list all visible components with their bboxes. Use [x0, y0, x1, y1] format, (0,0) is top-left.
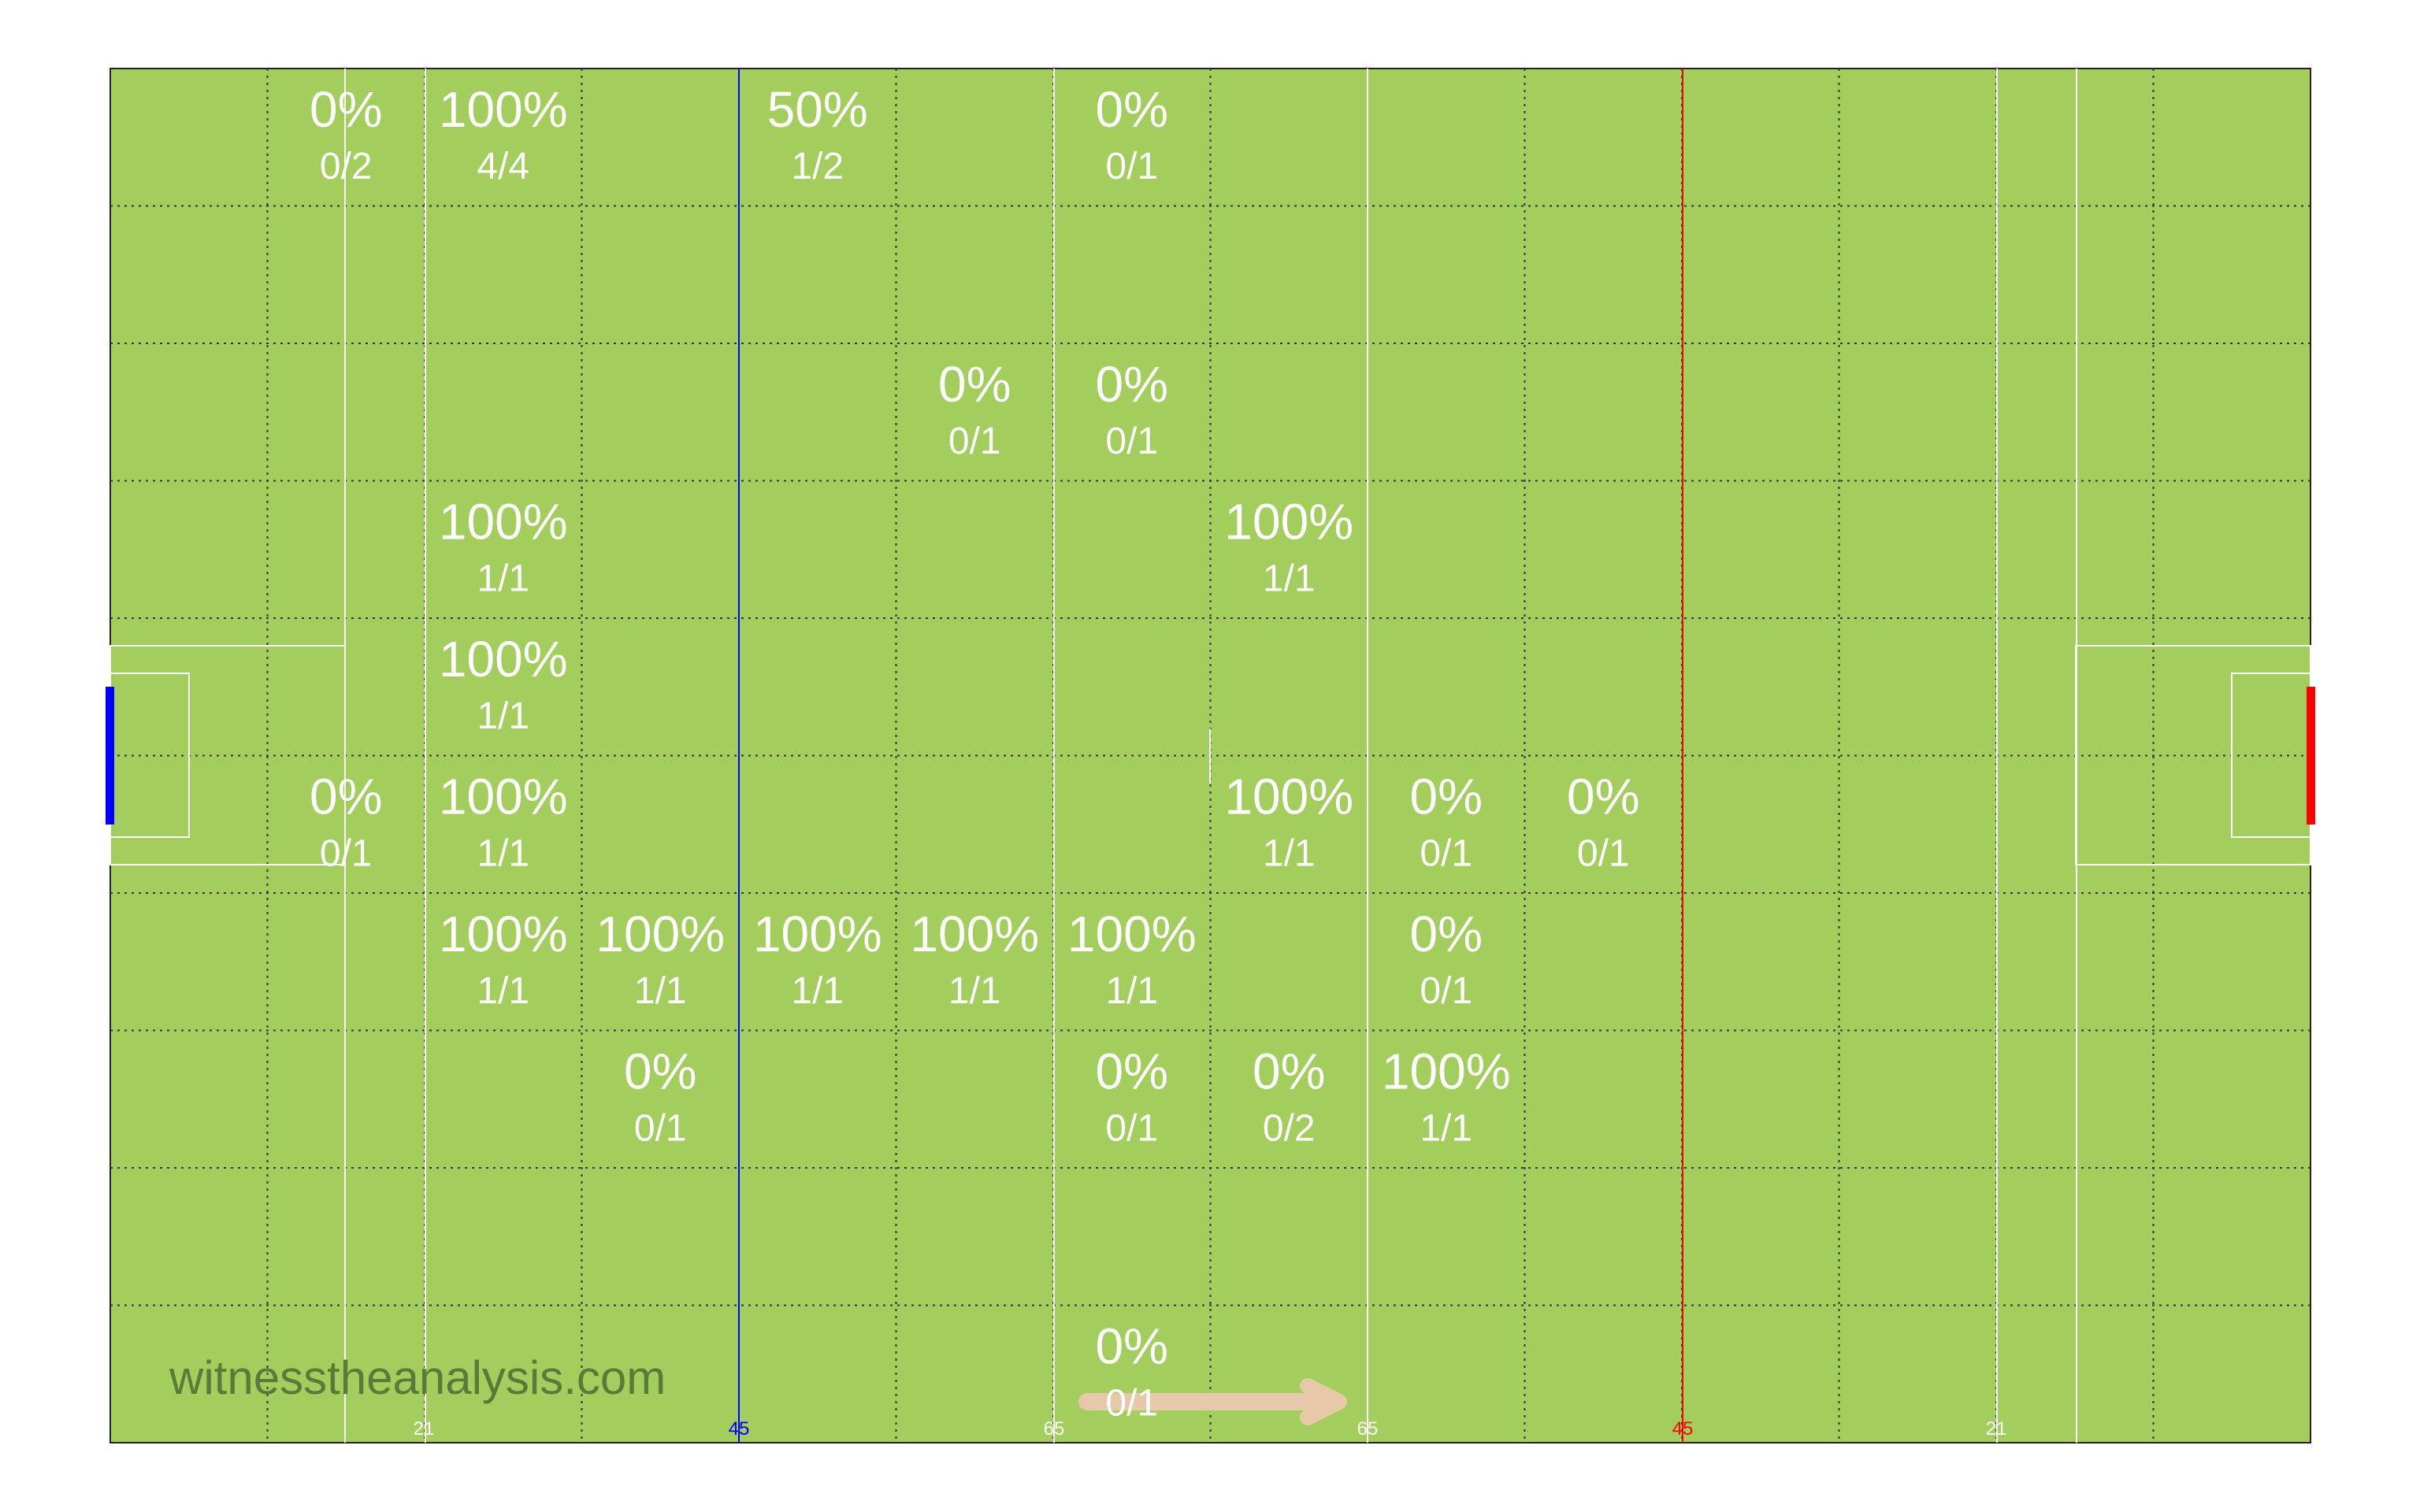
zone-percent-label: 0% — [310, 769, 383, 825]
zone-percent-label: 100% — [439, 494, 568, 550]
zone-fraction-label: 0/1 — [948, 421, 1001, 462]
zone-fraction-label: 1/1 — [477, 970, 529, 1012]
zone-percent-label: 0% — [624, 1043, 697, 1100]
arrow-head — [1300, 1378, 1347, 1425]
zone-fraction-label: 0/2 — [1263, 1108, 1316, 1150]
zone-fraction-label: 1/1 — [634, 970, 687, 1012]
line-tick-label: 65 — [1044, 1418, 1065, 1440]
zone-fraction-label: 1/1 — [477, 833, 529, 875]
zone-fraction-label: 1/1 — [1105, 970, 1158, 1012]
zone-fraction-label: 0/1 — [1420, 833, 1472, 875]
zone-fraction-label: 0/1 — [320, 833, 373, 875]
zone-fraction-label: 0/1 — [1105, 146, 1158, 187]
zone-fraction-label: 1/1 — [1263, 558, 1316, 600]
zone-percent-label: 100% — [439, 906, 568, 962]
zone-percent-label: 100% — [439, 631, 568, 687]
zone-fraction-label: 0/1 — [634, 1108, 687, 1150]
zone-fraction-label: 0/2 — [320, 146, 373, 187]
zone-labels: 0% 0/2 100% 4/4 50% 1/2 0% 0/1 0% 0/1 0% 0/1 100% 1/1… — [310, 81, 1640, 1425]
zone-percent-label: 0% — [1253, 1043, 1326, 1100]
zone-percent-label: 0% — [1096, 81, 1169, 138]
direction-arrow-icon — [1078, 1378, 1347, 1425]
zone-fraction-label: 1/1 — [477, 558, 529, 600]
zone-fraction-label: 1/2 — [791, 146, 844, 187]
zone-percent-label: 100% — [1224, 494, 1353, 550]
zone-fraction-label: 0/1 — [1577, 833, 1630, 875]
line-tick-label: 65 — [1357, 1418, 1379, 1440]
zone-percent-label: 100% — [1382, 1043, 1511, 1100]
zone-fraction-label: 0/1 — [1105, 1383, 1158, 1425]
zone-fraction-label: 1/1 — [791, 970, 844, 1012]
pitch-markings — [106, 69, 2315, 1443]
zone-percent-label: 100% — [1067, 906, 1197, 962]
zone-percent-label: 50% — [767, 81, 868, 138]
left-goal — [106, 687, 114, 825]
zone-percent-label: 0% — [1096, 1043, 1169, 1100]
zone-percent-label: 0% — [1410, 769, 1483, 825]
zone-percent-label: 100% — [910, 906, 1039, 962]
zone-percent-label: 0% — [1096, 1318, 1169, 1375]
line-tick-label: 21 — [1986, 1418, 2007, 1440]
line-tick-label: 45 — [729, 1418, 750, 1440]
line-tick-label: 45 — [1672, 1418, 1694, 1440]
zone-fraction-label: 0/1 — [1105, 1108, 1158, 1150]
zone-percent-label: 100% — [439, 81, 568, 138]
zone-fraction-label: 1/1 — [1263, 833, 1316, 875]
zone-percent-label: 0% — [938, 356, 1011, 413]
zone-percent-label: 0% — [1410, 906, 1483, 962]
zone-fraction-label: 0/1 — [1105, 421, 1158, 462]
watermark: witnesstheanalysis.com — [169, 1351, 666, 1404]
zone-fraction-label: 4/4 — [477, 146, 529, 187]
line-tick-label: 21 — [414, 1418, 435, 1440]
zone-fraction-label: 1/1 — [948, 970, 1001, 1012]
right-goal — [2307, 687, 2315, 825]
zone-percent-label: 100% — [753, 906, 882, 962]
zone-percent-label: 100% — [596, 906, 725, 962]
zone-fraction-label: 1/1 — [477, 695, 529, 737]
zone-fraction-label: 0/1 — [1420, 970, 1472, 1012]
zone-percent-label: 0% — [310, 81, 383, 138]
zone-fraction-label: 1/1 — [1420, 1108, 1472, 1150]
line-labels: 21 45 65 65 45 21 — [414, 1418, 2007, 1440]
zone-percent-label: 0% — [1096, 356, 1169, 413]
zone-percent-label: 100% — [439, 769, 568, 825]
zone-percent-label: 0% — [1567, 769, 1640, 825]
zone-percent-label: 100% — [1224, 769, 1353, 825]
